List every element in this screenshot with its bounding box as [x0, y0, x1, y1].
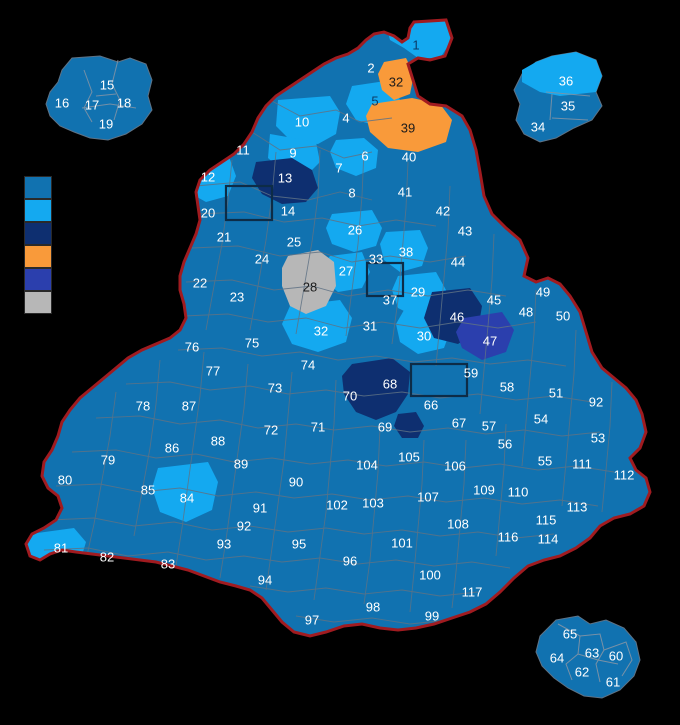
- inset-box-centre[interactable]: [365, 261, 405, 298]
- inset-southeast[interactable]: [535, 615, 641, 699]
- inset-box-south[interactable]: [409, 362, 469, 398]
- inset-box-northwest[interactable]: [224, 184, 274, 222]
- party-colour-legend[interactable]: [24, 176, 52, 314]
- region-group-party-6: [282, 250, 336, 314]
- legend-swatch-party-3[interactable]: [24, 222, 52, 245]
- legend-swatch-party-6[interactable]: [24, 291, 52, 314]
- legend-swatch-party-4[interactable]: [24, 245, 52, 268]
- legend-swatch-party-2[interactable]: [24, 199, 52, 222]
- legend-swatch-party-5[interactable]: [24, 268, 52, 291]
- inset-northeast[interactable]: [513, 51, 603, 143]
- district-borders: [43, 99, 615, 625]
- legend-swatch-party-1[interactable]: [24, 176, 52, 199]
- inset-northwest[interactable]: [45, 55, 153, 141]
- region-group-party-4: [366, 58, 452, 152]
